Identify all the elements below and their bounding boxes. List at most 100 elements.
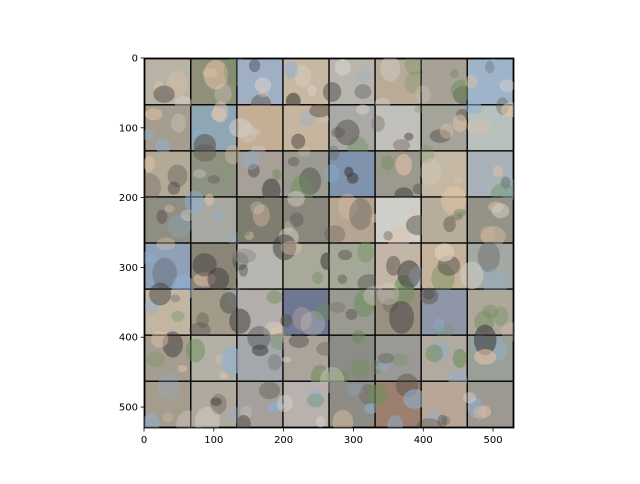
tile-texture [387, 415, 404, 428]
tile-texture [420, 158, 442, 186]
tile-texture [482, 304, 498, 319]
image-tile [145, 197, 191, 243]
tile-texture [440, 185, 467, 216]
y-tick-label: 200 [119, 193, 138, 204]
tile-texture [449, 69, 459, 79]
tile-texture [214, 83, 232, 105]
tile-texture [153, 85, 175, 103]
tile-texture [228, 270, 240, 279]
tile-texture [280, 314, 293, 328]
y-tick-label: 0 [132, 54, 138, 65]
tile-texture [219, 292, 238, 314]
image-tile [145, 289, 191, 335]
tile-texture [202, 68, 218, 78]
tile-texture [247, 163, 260, 178]
tile-texture [184, 190, 205, 214]
tile-texture [194, 406, 220, 428]
tile-texture [307, 388, 324, 407]
tile-texture [345, 308, 358, 320]
tile-texture [389, 301, 414, 334]
tile-texture [300, 310, 326, 337]
tile-texture [171, 310, 185, 322]
tile-texture [164, 204, 175, 213]
tile-texture [453, 208, 467, 217]
tile-texture [473, 324, 497, 356]
image-tile [329, 243, 375, 289]
tile-texture [285, 92, 301, 110]
image-tile [191, 289, 237, 335]
tile-texture [258, 88, 269, 98]
tile-texture [229, 308, 251, 334]
image-tile [375, 335, 421, 381]
tile-texture [144, 173, 161, 202]
tile-texture [210, 393, 227, 415]
image-tile [421, 381, 467, 427]
x-tick-label: 100 [204, 435, 223, 446]
tile-texture [207, 175, 220, 184]
tile-texture [491, 203, 510, 219]
tile-texture [241, 150, 260, 170]
tile-texture [352, 329, 365, 344]
tile-texture [377, 352, 394, 364]
tile-texture [354, 290, 375, 318]
tile-texture [207, 267, 230, 291]
x-tick-label: 0 [141, 435, 147, 446]
x-tick-label: 300 [344, 435, 363, 446]
tile-texture [258, 381, 281, 400]
tile-texture [392, 139, 411, 152]
tile-texture [287, 190, 305, 207]
tile-texture [322, 81, 342, 102]
tile-texture [294, 65, 312, 88]
tile-texture [383, 231, 393, 241]
tile-texture [412, 183, 424, 195]
tile-texture [228, 118, 253, 138]
tile-texture [377, 282, 400, 305]
tile-texture [499, 79, 514, 93]
tile-texture [233, 247, 259, 265]
tile-texture [252, 204, 270, 227]
tile-texture [248, 59, 261, 73]
tile-texture [219, 372, 229, 380]
image-tile [375, 105, 421, 151]
tile-texture [157, 372, 180, 400]
tile-texture [500, 176, 511, 189]
tile-texture [144, 156, 155, 172]
image-tile [329, 197, 375, 243]
image-tiles [144, 58, 514, 428]
tile-texture [204, 193, 215, 206]
axes-frame [143, 57, 515, 429]
tile-texture [162, 331, 183, 358]
tile-texture [309, 103, 331, 118]
tile-texture [241, 230, 250, 237]
tile-texture [346, 172, 359, 184]
tile-texture [236, 414, 251, 428]
tile-texture [474, 349, 497, 365]
image-tile [191, 381, 237, 427]
tile-texture [485, 61, 495, 74]
tile-texture [150, 330, 169, 348]
tile-texture [325, 369, 350, 385]
tile-texture [397, 260, 421, 289]
tile-texture [337, 249, 353, 261]
tile-texture [266, 290, 283, 304]
tile-texture [251, 344, 269, 357]
tile-texture [404, 71, 427, 95]
tile-texture [337, 274, 348, 285]
tile-texture [429, 129, 451, 143]
tile-texture [238, 124, 258, 144]
tile-texture [499, 178, 514, 200]
tile-texture [452, 176, 464, 184]
tile-texture [167, 164, 188, 188]
tile-texture [156, 237, 176, 251]
tile-texture [434, 243, 455, 262]
tile-texture [381, 155, 394, 171]
tile-texture [298, 111, 315, 127]
tile-texture [152, 257, 177, 290]
y-tick-label: 300 [119, 263, 138, 274]
tile-texture [281, 356, 292, 363]
tile-texture [221, 346, 242, 376]
tile-texture [403, 389, 427, 409]
tile-texture [434, 318, 445, 333]
